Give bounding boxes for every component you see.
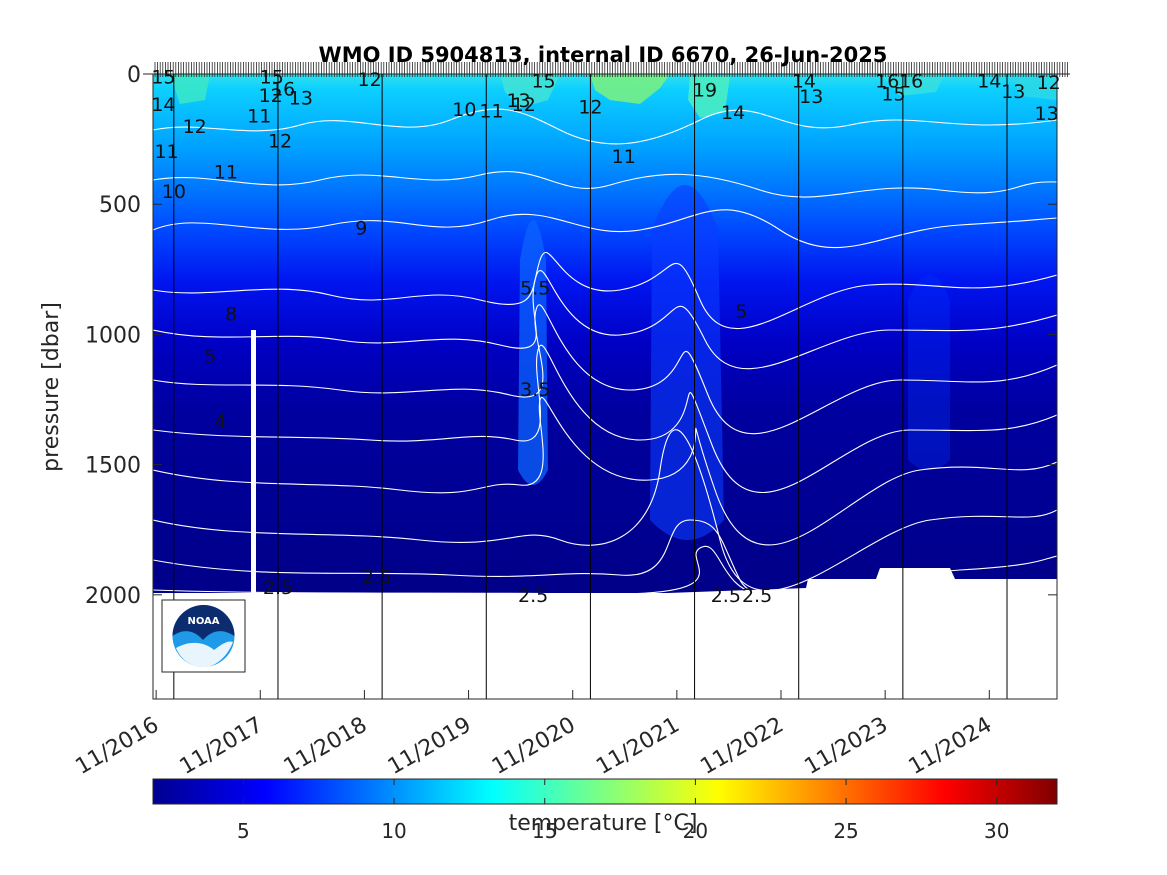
- colorbar-tick-label: 15: [532, 819, 557, 843]
- x-tick-label: 11/2024: [905, 713, 997, 780]
- contour-label: 16: [271, 78, 295, 100]
- contour-label: 2.5: [742, 585, 772, 607]
- contour-label: 12: [358, 69, 382, 91]
- contour-label: 10: [162, 181, 186, 203]
- y-axis-ticks: 0 500 1000 1500 2000: [85, 63, 1057, 609]
- colorbar: [152, 778, 1058, 805]
- chart-title: WMO ID 5904813, internal ID 6670, 26-Jun…: [319, 43, 888, 67]
- colorbar-tick-label: 30: [984, 819, 1009, 843]
- contour-label: 12: [259, 85, 283, 107]
- contour-label: 13: [289, 87, 313, 109]
- x-tick-label: 11/2018: [280, 713, 372, 780]
- contour-label: 12: [268, 130, 292, 152]
- contour-label: 15: [881, 84, 905, 106]
- yearly-marker-lines: [173, 74, 1008, 699]
- contour-label: 2.5: [518, 585, 548, 607]
- contour-label: 8: [225, 304, 237, 326]
- warm-eddy-columns: [518, 185, 950, 540]
- contour-label: 11: [214, 162, 238, 184]
- contour-label: 5: [735, 301, 747, 323]
- contour-label: 15: [151, 67, 175, 89]
- contour-label: 16: [899, 71, 923, 93]
- contour-label: 16: [875, 71, 899, 93]
- contour-label: 15: [260, 67, 284, 89]
- x-tick-label: 11/2016: [71, 713, 163, 780]
- colorbar-tick-label: 5: [237, 819, 250, 843]
- missing-profile-gap: [251, 330, 256, 605]
- surface-warm-patches: [170, 74, 1057, 118]
- x-tick-label: 11/2020: [488, 713, 580, 780]
- contour-label: 14: [151, 94, 175, 116]
- colorbar-tick-label: 20: [683, 819, 708, 843]
- contour-label: 2.5: [362, 567, 392, 589]
- contour-label: 5: [204, 345, 216, 367]
- contour-label: 10: [452, 99, 476, 121]
- contour-label: 12: [183, 116, 207, 138]
- y-tick-label: 2000: [85, 584, 141, 609]
- y-tick-label: 0: [127, 63, 141, 88]
- y-tick-label: 1000: [85, 323, 141, 348]
- isotherm-contours: [153, 108, 1057, 597]
- colorbar-tick-label: 10: [381, 819, 406, 843]
- contour-label: 2.5: [263, 577, 293, 599]
- x-tick-label: 11/2023: [800, 713, 892, 780]
- contour-label: 13: [799, 86, 823, 108]
- contour-label: 12: [578, 97, 602, 119]
- contour-label: 3.5: [520, 379, 550, 401]
- contour-label: 5.5: [520, 278, 550, 300]
- noaa-logo: NOAA: [161, 599, 246, 673]
- noaa-logo-text: NOAA: [187, 616, 219, 627]
- contour-label: 12: [512, 94, 536, 116]
- contour-label: 13: [506, 90, 530, 112]
- contour-label: 13: [1001, 81, 1025, 103]
- contour-label: 9: [355, 218, 367, 240]
- contour-label: 11: [612, 146, 636, 168]
- colorbar-tick-label: 25: [833, 819, 858, 843]
- contour-label: 11: [154, 141, 178, 163]
- x-tick-label: 11/2019: [384, 713, 476, 780]
- y-tick-label: 500: [99, 193, 141, 218]
- y-tick-label: 1500: [85, 454, 141, 479]
- x-tick-label: 11/2022: [696, 713, 788, 780]
- contour-label: 14: [977, 71, 1001, 93]
- x-tick-label: 11/2021: [592, 713, 684, 780]
- contour-label: 11: [247, 106, 271, 128]
- contour-label: 14: [721, 102, 745, 124]
- contour-label: 15: [531, 71, 555, 93]
- contour-label: 12: [1037, 72, 1061, 94]
- contour-label: 11: [479, 100, 503, 122]
- x-axis-ticks: 11/2016 11/2017 11/2018 11/2019 11/2020 11/20…: [71, 690, 996, 780]
- x-tick-label: 11/2017: [176, 713, 268, 780]
- contour-label: 4: [215, 410, 227, 432]
- contour-label: 2.5: [711, 585, 741, 607]
- colorbar-label: temperature [°C]: [509, 811, 698, 836]
- contour-label: 14: [792, 71, 816, 93]
- contour-label: 19: [693, 80, 717, 102]
- contour-label: 13: [1034, 103, 1058, 125]
- colorbar-ticks: 5 10 15 20 25 30: [237, 779, 1009, 843]
- y-axis-label: pressure [dbar]: [39, 302, 64, 472]
